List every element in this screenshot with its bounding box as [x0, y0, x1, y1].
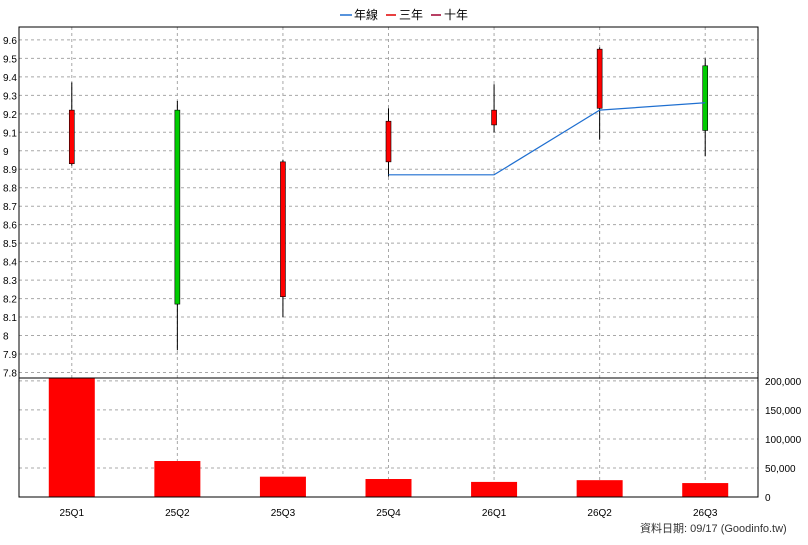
price-tick-label: 9.5 [3, 54, 17, 65]
candle-body [385, 120, 392, 163]
volume-tick-label: 200,000 [765, 377, 802, 388]
candles [68, 47, 709, 351]
price-tick-label: 8.7 [3, 202, 17, 213]
price-tick-label: 9 [3, 147, 9, 158]
candle-body [280, 161, 286, 298]
volume-tick-label: 50,000 [765, 464, 796, 475]
price-grid [19, 27, 758, 497]
price-tick-label: 9.1 [3, 128, 17, 139]
volume-bars [48, 378, 729, 497]
volume-bar [259, 476, 306, 497]
candle-body [702, 65, 709, 131]
volume-tick-label: 100,000 [765, 435, 802, 446]
credit-text: 資料日期: 09/17 (Goodinfo.tw) [640, 521, 787, 535]
candle-body [174, 109, 181, 305]
category-tick-label: 25Q2 [165, 508, 190, 519]
volume-bar [365, 479, 412, 497]
price-tick-label: 9.2 [3, 110, 17, 121]
price-tick-label: 8 [3, 332, 9, 343]
annual-line [388, 102, 706, 176]
volume-bar [471, 481, 518, 497]
volume-bar [154, 461, 201, 497]
price-tick-label: 7.9 [3, 350, 17, 361]
price-tick-label: 8.9 [3, 165, 17, 176]
category-tick-label: 26Q2 [587, 508, 612, 519]
category-tick-label: 25Q1 [60, 508, 85, 519]
axes: 9.6 9.5 9.4 9.3 9.2 9.1 9 8.9 8.8 8.7 8.6 8.5 8.4 8.3… [3, 26, 802, 519]
volume-tick-label: 150,000 [765, 406, 802, 417]
price-tick-label: 8.5 [3, 239, 17, 250]
annual-line-path [388, 102, 706, 176]
category-tick-label: 25Q4 [376, 508, 401, 519]
volume-panel-frame [18, 377, 759, 498]
volume-bar [682, 483, 729, 497]
category-tick-label: 26Q3 [693, 508, 718, 519]
price-tick-label: 8.3 [3, 276, 17, 287]
category-tick-label: 25Q3 [271, 508, 296, 519]
candle-body [68, 109, 75, 165]
price-tick-label: 8.4 [3, 258, 17, 269]
volume-tick-label: 0 [765, 493, 771, 504]
price-tick-label: 8.1 [3, 313, 17, 324]
category-tick-label: 26Q1 [482, 508, 507, 519]
legend: 年線 三年 十年 [340, 7, 468, 22]
volume-bar [48, 378, 95, 497]
price-tick-label: 8.8 [3, 184, 17, 195]
price-tick-label: 9.4 [3, 73, 17, 84]
candle-body [491, 109, 497, 126]
candle-body [596, 48, 603, 109]
price-tick-label: 8.2 [3, 295, 17, 306]
price-tick-label: 9.3 [3, 91, 17, 102]
price-tick-label: 8.6 [3, 221, 17, 232]
legend-label-2: 三年 [399, 8, 423, 22]
legend-label-3: 十年 [444, 8, 468, 22]
legend-label-1: 年線 [354, 7, 378, 22]
price-tick-label: 9.6 [3, 36, 17, 47]
price-tick-label: 7.8 [3, 368, 17, 379]
volume-bar [576, 480, 623, 497]
